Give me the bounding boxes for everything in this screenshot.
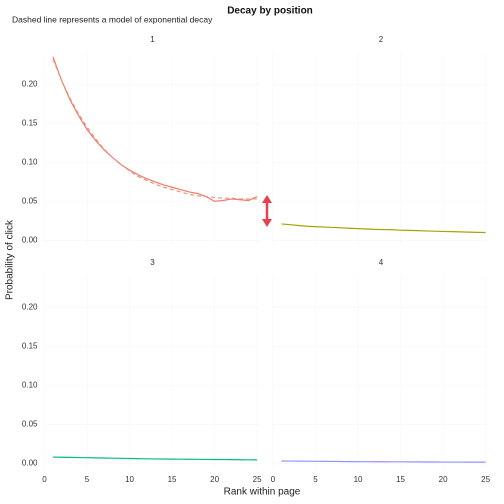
x-axis-title: Rank within page [224,487,301,498]
x-tick-label: 25 [481,475,490,484]
strip-label: 4 [379,258,384,267]
observed-line [281,223,486,234]
y-tick-label: 0.05 [22,419,38,428]
y-tick-label: 0.05 [22,196,38,205]
y-tick-label: 0.15 [22,118,38,127]
model-line [52,59,258,200]
x-tick-label: 15 [396,475,405,484]
x-tick-label: 10 [125,475,134,484]
y-tick-label: 0.15 [22,341,38,350]
y-tick-label: 0.00 [22,458,38,467]
x-tick-label: 5 [313,475,318,484]
y-axis-title: Probability of click [5,219,16,300]
strip-label: 3 [150,258,155,267]
chart-title: Decay by position [227,6,313,17]
x-tick-label: 20 [210,475,219,484]
y-tick-label: 0.20 [22,302,38,311]
x-tick-label: 0 [271,475,276,484]
x-tick-label: 25 [253,475,262,484]
x-tick-label: 5 [85,475,90,484]
y-tick-label: 0.00 [22,235,38,244]
strip-label: 1 [150,35,155,44]
chart-subtitle: Dashed line represents a model of expone… [12,14,213,24]
strip-label: 2 [379,35,384,44]
y-tick-label: 0.10 [22,157,38,166]
y-tick-label: 0.10 [22,380,38,389]
observed-line [52,56,258,202]
observed-line [52,456,258,461]
observed-line [281,460,486,463]
x-tick-label: 20 [439,475,448,484]
x-tick-label: 15 [168,475,177,484]
x-tick-label: 0 [42,475,47,484]
annotation-arrow [262,195,272,227]
y-tick-label: 0.20 [22,79,38,88]
x-tick-label: 10 [354,475,363,484]
